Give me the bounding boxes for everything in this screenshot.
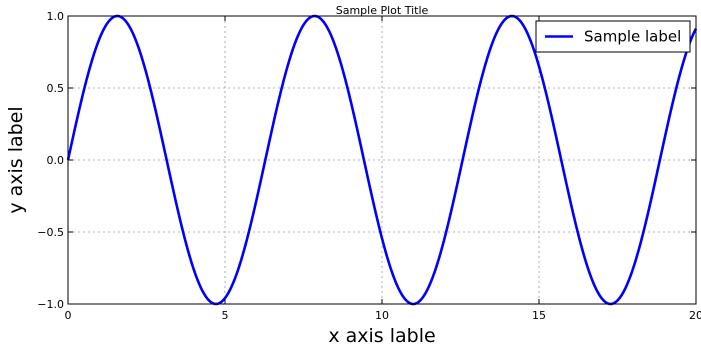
x-axis-label: x axis lable — [328, 325, 435, 347]
y-tick-label: 0.0 — [47, 154, 65, 167]
x-tick-label: 20 — [689, 309, 701, 322]
legend-entry-label: Sample label — [584, 28, 681, 46]
y-tick-label: 0.5 — [47, 82, 65, 95]
axis-ticks: 0 5 10 15 20 1.0 0.5 0.0 −0.5 −1.0 — [37, 10, 701, 322]
series-line-0 — [66, 14, 698, 306]
y-axis-label: y axis label — [5, 106, 27, 213]
x-tick-label: 10 — [375, 309, 389, 322]
y-tick-label: −0.5 — [37, 226, 64, 239]
y-tick-label: −1.0 — [37, 298, 64, 311]
grid-lines — [68, 16, 696, 304]
chart-title: Sample Plot Title — [336, 4, 429, 17]
x-tick-label: 15 — [532, 309, 546, 322]
x-tick-label: 5 — [222, 309, 229, 322]
legend: Sample label — [535, 20, 691, 53]
series-layer — [66, 14, 698, 306]
x-tick-label: 0 — [65, 309, 72, 322]
y-tick-label: 1.0 — [47, 10, 65, 23]
